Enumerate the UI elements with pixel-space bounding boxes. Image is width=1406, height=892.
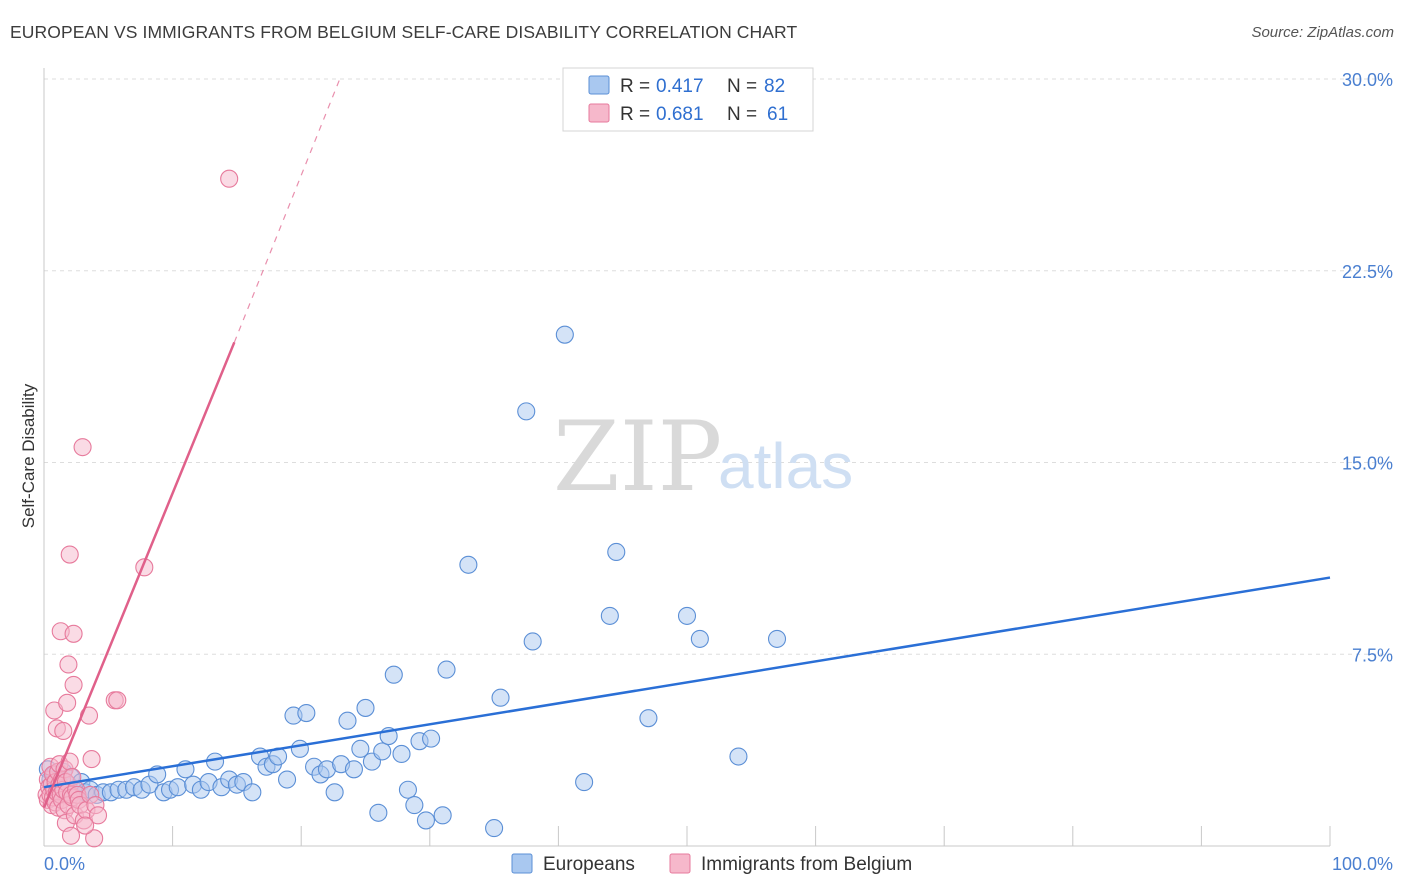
point-europeans	[325, 783, 344, 802]
trend-line-belgium-extension	[233, 78, 341, 343]
trend-line-belgium	[42, 341, 236, 809]
point-europeans	[297, 704, 316, 723]
legend-swatch-europeans	[588, 75, 610, 95]
y-tick-label: 22.5%	[1342, 262, 1393, 282]
series-belgium-points	[37, 169, 239, 848]
point-europeans	[433, 806, 452, 825]
legend-n-label-belgium: N =	[727, 104, 757, 125]
point-belgium	[85, 829, 104, 848]
point-belgium	[88, 806, 108, 825]
x-tick-label-min: 0.0%	[44, 854, 85, 874]
y-tick-labels: 7.5% 15.0% 22.5% 30.0%	[1342, 70, 1393, 665]
point-europeans	[416, 811, 435, 830]
point-europeans	[351, 739, 370, 758]
legend-n-value-belgium: 61	[767, 104, 788, 125]
point-europeans	[344, 760, 363, 779]
point-europeans	[405, 796, 424, 815]
trend-lines	[42, 78, 1331, 809]
point-europeans	[555, 325, 574, 344]
axes-layer	[43, 68, 1331, 847]
point-europeans	[523, 632, 542, 651]
point-europeans	[422, 729, 441, 748]
y-tick-label: 15.0%	[1342, 454, 1393, 474]
point-belgium	[220, 169, 239, 188]
legend-n-value-europeans: 82	[764, 76, 785, 97]
point-europeans	[398, 780, 417, 799]
point-belgium	[76, 816, 95, 835]
source-label: Source: ZipAtlas.com	[1251, 24, 1394, 41]
point-belgium	[64, 624, 83, 643]
point-europeans	[459, 555, 478, 574]
bottom-legend-swatch-belgium	[669, 853, 691, 874]
y-tick-label: 30.0%	[1342, 70, 1393, 90]
point-europeans	[767, 629, 787, 648]
series-legend: Europeans Immigrants from Belgium	[511, 853, 912, 875]
bottom-legend-label-belgium: Immigrants from Belgium	[701, 854, 912, 875]
point-europeans	[575, 773, 594, 792]
point-belgium	[58, 693, 77, 712]
point-europeans	[278, 770, 297, 789]
point-europeans	[600, 606, 619, 625]
point-europeans	[690, 629, 709, 648]
grid-layer	[44, 78, 1392, 655]
point-europeans	[607, 542, 626, 562]
point-belgium	[59, 655, 78, 674]
bottom-legend-label-europeans: Europeans	[543, 854, 635, 875]
legend-n-label-europeans: N =	[727, 76, 757, 97]
legend-r-value-belgium: 0.681	[656, 104, 704, 125]
point-europeans	[369, 803, 388, 822]
legend-r-label-belgium: R =	[620, 104, 650, 125]
point-europeans	[384, 665, 403, 684]
x-tick-labels: 0.0% 100.0%	[44, 854, 1393, 874]
point-europeans	[392, 744, 411, 764]
point-europeans	[517, 402, 536, 421]
point-europeans	[168, 778, 187, 797]
watermark: ZIP atlas	[553, 401, 853, 513]
trend-line-europeans	[43, 576, 1331, 789]
point-europeans	[205, 752, 225, 771]
legend-swatch-belgium	[588, 103, 610, 123]
watermark-zip: ZIP	[553, 401, 722, 513]
point-europeans	[677, 606, 697, 625]
point-belgium	[60, 545, 79, 564]
point-belgium	[108, 691, 127, 710]
point-europeans	[356, 698, 375, 717]
point-belgium	[54, 721, 73, 741]
chart-title: EUROPEAN VS IMMIGRANTS FROM BELGIUM SELF…	[10, 22, 798, 42]
point-europeans	[491, 688, 510, 707]
point-europeans	[485, 819, 504, 838]
y-tick-label: 7.5%	[1352, 645, 1393, 665]
point-europeans	[373, 742, 392, 761]
point-europeans	[437, 660, 456, 679]
point-belgium	[61, 826, 81, 845]
legend-r-value-europeans: 0.417	[656, 76, 704, 97]
point-europeans	[243, 783, 262, 802]
point-europeans	[338, 711, 357, 730]
point-belgium	[64, 675, 83, 694]
bottom-legend-swatch-europeans	[511, 853, 533, 874]
point-europeans	[639, 709, 658, 728]
watermark-atlas: atlas	[718, 430, 853, 502]
legend-r-label-europeans: R =	[620, 76, 650, 97]
point-europeans	[290, 739, 309, 758]
x-tick-label-max: 100.0%	[1332, 854, 1393, 874]
point-belgium	[73, 438, 92, 457]
point-belgium	[82, 750, 101, 769]
y-axis-title: Self-Care Disability	[19, 383, 38, 528]
point-europeans	[729, 747, 748, 766]
stats-legend: R = 0.417 N = 82 R = 0.681 N = 61	[562, 67, 814, 132]
